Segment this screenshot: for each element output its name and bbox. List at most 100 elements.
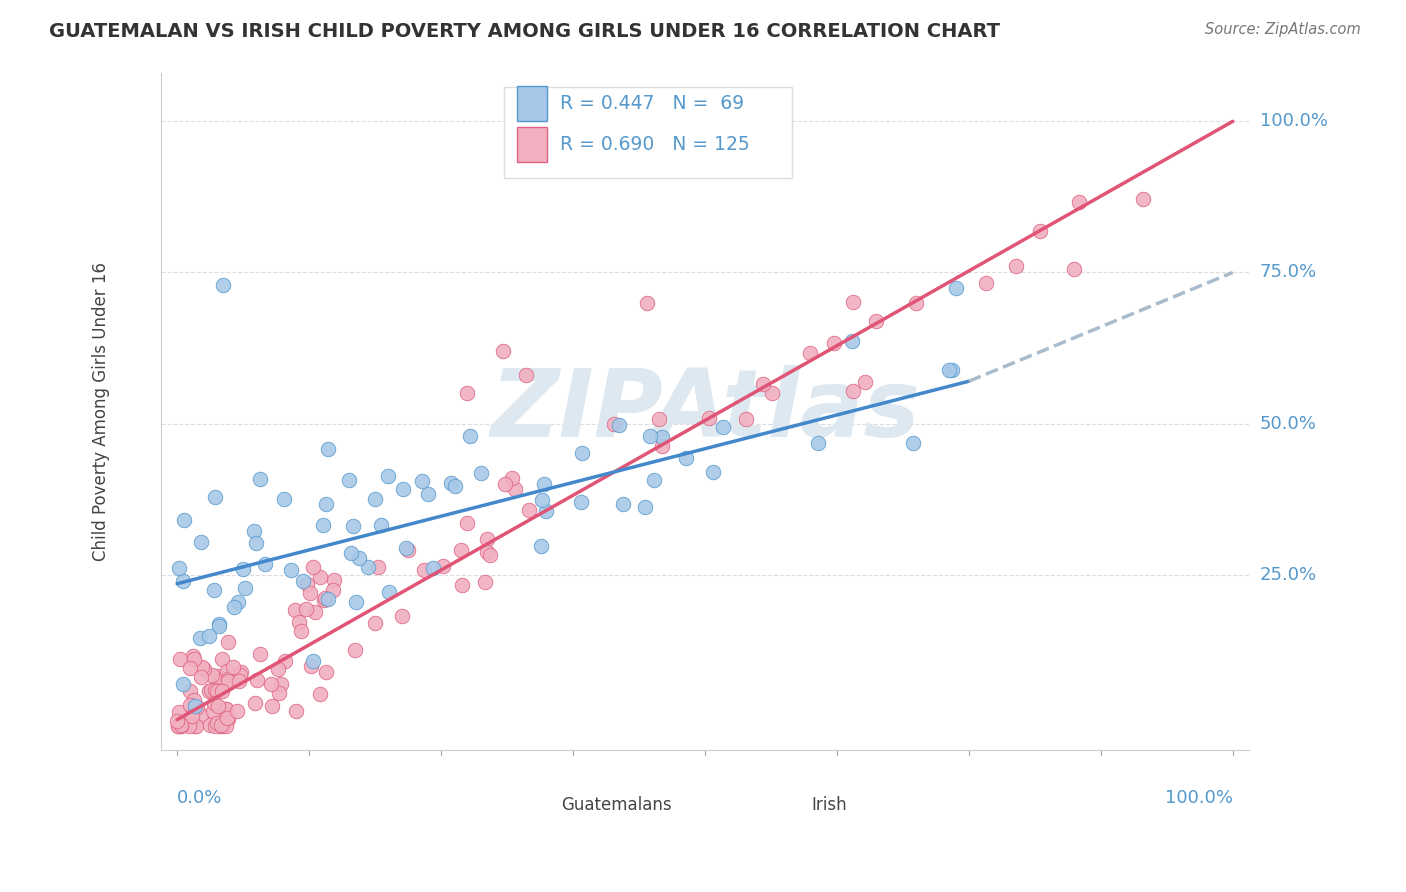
Point xyxy=(211,652,233,666)
Point xyxy=(370,518,392,533)
Point xyxy=(267,662,290,676)
Point xyxy=(190,707,212,722)
Point xyxy=(842,384,865,399)
Point xyxy=(207,668,229,682)
Point xyxy=(342,518,364,533)
Point xyxy=(179,661,201,675)
Point xyxy=(226,704,249,718)
Point xyxy=(179,698,201,713)
Point xyxy=(301,659,323,673)
Text: 75.0%: 75.0% xyxy=(1260,263,1317,282)
Point xyxy=(349,551,371,566)
Point xyxy=(841,294,863,309)
Point xyxy=(243,524,266,538)
Point xyxy=(799,346,821,360)
Point xyxy=(246,673,269,687)
Point xyxy=(612,496,634,510)
Point xyxy=(166,719,188,733)
Point xyxy=(222,660,245,674)
Point xyxy=(207,716,229,731)
Point xyxy=(315,665,337,680)
Point xyxy=(184,719,207,733)
Point xyxy=(533,477,555,491)
Point xyxy=(316,442,339,456)
Point xyxy=(1005,259,1028,273)
Point xyxy=(1067,195,1090,210)
Point xyxy=(571,495,593,509)
FancyBboxPatch shape xyxy=(517,128,547,162)
Point xyxy=(440,475,463,490)
Point xyxy=(904,295,927,310)
Point xyxy=(322,582,344,597)
Point xyxy=(444,479,467,493)
Point xyxy=(200,718,222,732)
Point xyxy=(378,585,401,599)
Point xyxy=(294,602,316,616)
Point xyxy=(470,466,492,480)
Point xyxy=(456,516,478,530)
Point xyxy=(1029,224,1052,238)
Point xyxy=(314,593,336,607)
Point xyxy=(183,652,205,666)
Point xyxy=(166,719,188,733)
Point xyxy=(1132,192,1154,206)
Point xyxy=(475,545,498,559)
Point xyxy=(172,677,194,691)
Point xyxy=(249,472,271,486)
Point xyxy=(495,477,517,491)
Point xyxy=(823,336,845,351)
Point xyxy=(169,652,191,666)
Point xyxy=(253,557,276,571)
Point xyxy=(167,719,190,733)
Point xyxy=(491,344,513,359)
Point xyxy=(651,439,673,453)
Point xyxy=(363,492,385,507)
Point xyxy=(166,714,188,729)
Text: ZIPAtlas: ZIPAtlas xyxy=(491,366,920,458)
Point xyxy=(200,682,222,697)
Point xyxy=(198,683,221,698)
Point xyxy=(295,577,318,591)
Point xyxy=(761,385,783,400)
Point xyxy=(339,474,361,488)
Text: Source: ZipAtlas.com: Source: ZipAtlas.com xyxy=(1205,22,1361,37)
Point xyxy=(976,276,998,290)
Point xyxy=(291,574,314,588)
Point xyxy=(636,295,658,310)
Point xyxy=(377,468,399,483)
FancyBboxPatch shape xyxy=(531,792,555,818)
Point xyxy=(193,662,215,676)
Text: Irish: Irish xyxy=(811,796,848,814)
Point xyxy=(571,446,593,460)
Point xyxy=(367,560,389,574)
Point xyxy=(180,709,202,723)
Text: 100.0%: 100.0% xyxy=(1164,789,1233,807)
Point xyxy=(202,583,225,598)
Point xyxy=(675,451,697,466)
Point xyxy=(201,668,224,682)
Point xyxy=(450,542,472,557)
Point xyxy=(340,546,363,560)
Point xyxy=(217,664,239,678)
Point xyxy=(451,578,474,592)
Point xyxy=(167,705,190,719)
Point xyxy=(357,560,380,574)
Point xyxy=(308,688,330,702)
Point xyxy=(288,615,311,629)
Point xyxy=(228,673,250,688)
Point xyxy=(314,591,336,605)
Point xyxy=(172,574,194,589)
Point xyxy=(304,606,326,620)
Point xyxy=(208,617,231,632)
Point xyxy=(167,561,190,575)
Point xyxy=(648,412,671,426)
FancyBboxPatch shape xyxy=(782,792,806,818)
Point xyxy=(202,696,225,710)
Point xyxy=(211,277,233,292)
Point xyxy=(478,549,501,563)
Point xyxy=(198,629,221,643)
Point xyxy=(284,603,307,617)
Point xyxy=(364,615,387,630)
Point xyxy=(456,386,478,401)
Point xyxy=(503,482,526,496)
